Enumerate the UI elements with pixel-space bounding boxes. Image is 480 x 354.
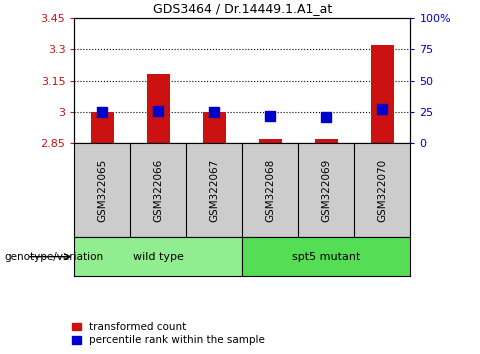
Text: spt5 mutant: spt5 mutant (292, 252, 360, 262)
Bar (147, 74, 169, 143)
Point (98, 109, 106, 115)
Text: GSM322070: GSM322070 (377, 159, 387, 222)
Bar (371, 45, 394, 143)
Bar (74, 237, 242, 276)
Bar (315, 139, 337, 143)
Text: GSM322069: GSM322069 (322, 159, 331, 222)
Text: GSM322068: GSM322068 (265, 159, 276, 222)
Bar (91, 112, 114, 143)
Text: genotype/variation: genotype/variation (5, 252, 104, 262)
Point (266, 113, 274, 119)
Bar (242, 237, 410, 276)
Point (379, 107, 386, 112)
Title: GDS3464 / Dr.14449.1.A1_at: GDS3464 / Dr.14449.1.A1_at (153, 2, 332, 15)
Legend: transformed count, percentile rank within the sample: transformed count, percentile rank withi… (72, 322, 265, 345)
Bar (259, 139, 282, 143)
Point (211, 109, 218, 115)
Text: wild type: wild type (133, 252, 184, 262)
Text: GSM322066: GSM322066 (154, 159, 163, 222)
Point (323, 114, 330, 120)
Text: GSM322065: GSM322065 (97, 159, 108, 222)
Point (155, 108, 162, 114)
Bar (203, 112, 226, 143)
Text: GSM322067: GSM322067 (209, 159, 219, 222)
